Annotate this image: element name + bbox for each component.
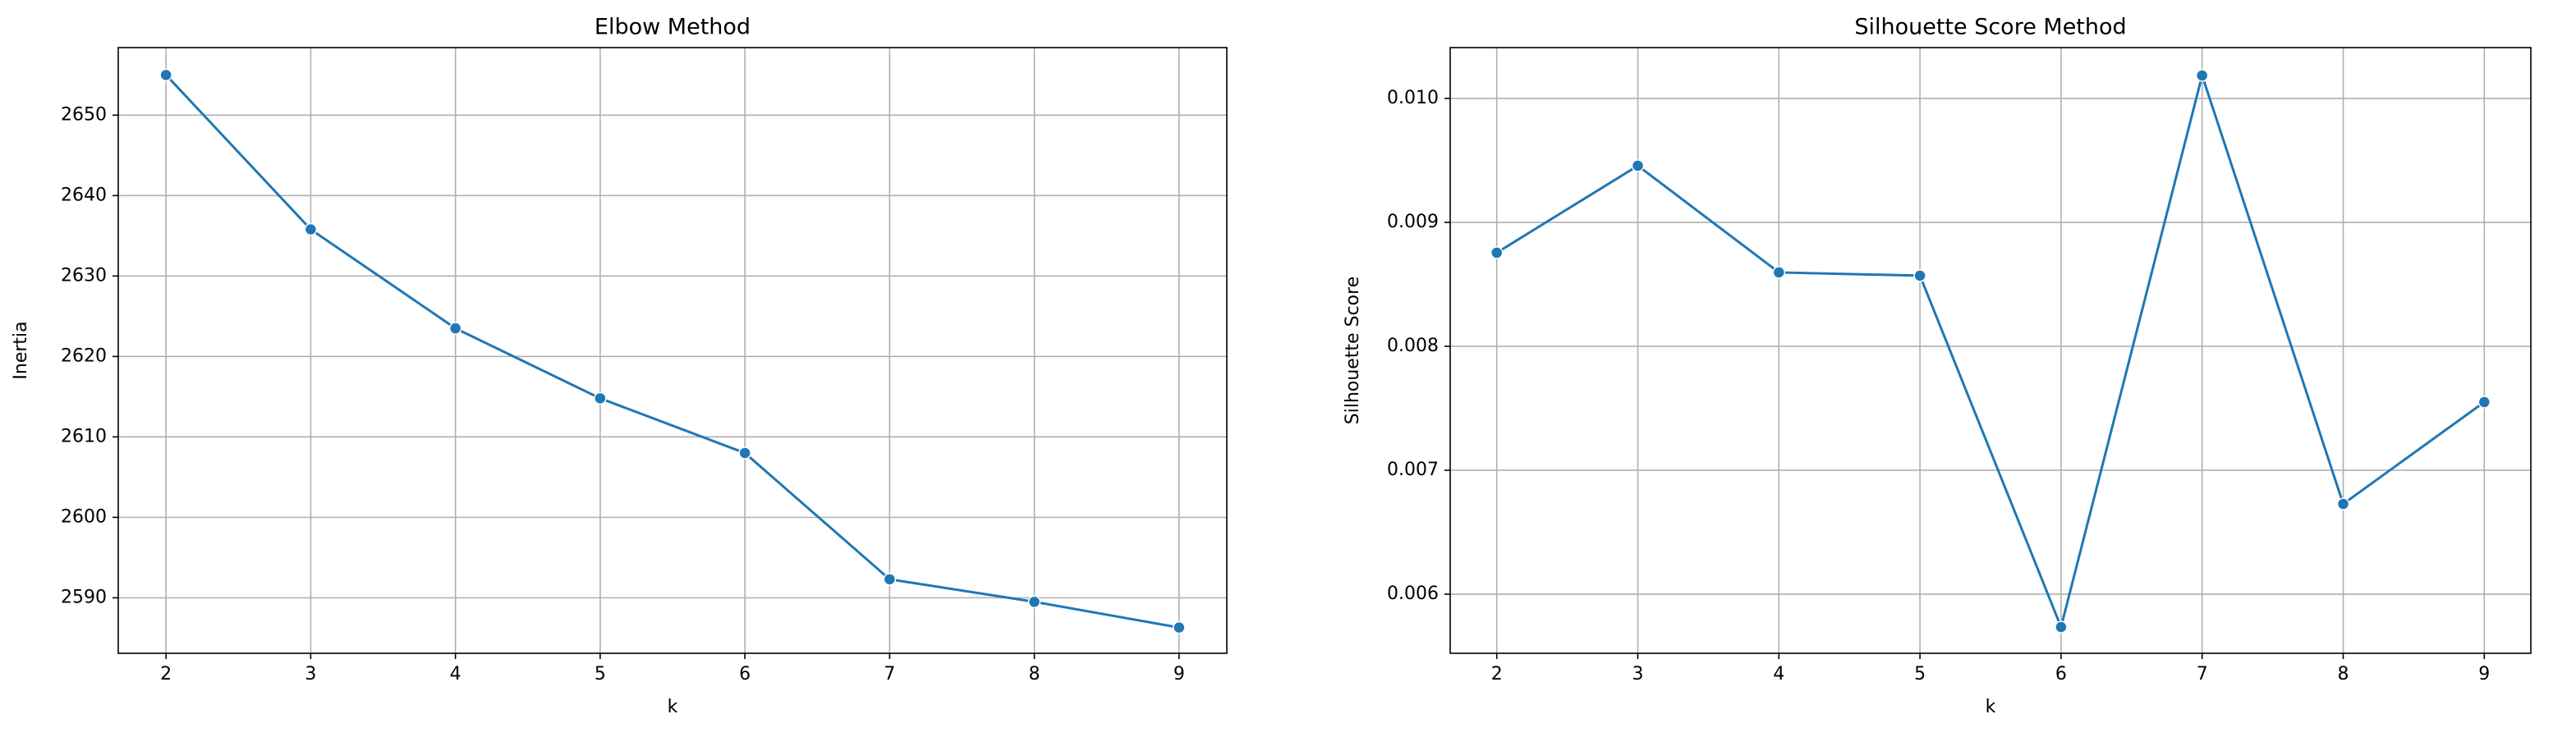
y-tick-label: 2650 [61, 104, 107, 125]
subplot: 0.006 0.007 0.008 0.009 0.010 2 3 4 5 6 7 8 9 Silhoue… [1343, 15, 2532, 717]
x-tick-label: 2 [160, 664, 172, 684]
data-point [2336, 497, 2350, 510]
subplot: 2590 2600 2610 2620 2630 2640 2650 2 3 4 5 6 7 8 9 Elbo… [11, 15, 1228, 717]
data-point [1631, 159, 1645, 172]
data-point [883, 573, 897, 586]
data-point [1173, 620, 1186, 634]
x-tick-label: 9 [2478, 664, 2490, 684]
x-tick-label: 6 [2055, 664, 2067, 684]
data-point [304, 222, 318, 236]
y-tick-label: 2590 [61, 587, 107, 607]
data-line [165, 74, 1180, 629]
chart-title: Elbow Method [595, 15, 751, 40]
data-point [1772, 266, 1786, 279]
y-tick-label: 2600 [61, 506, 107, 527]
x-tick-label: 3 [1632, 664, 1643, 684]
data-point [2055, 620, 2068, 634]
y-axis-label: Inertia [11, 321, 31, 379]
x-tick-label: 8 [1029, 664, 1040, 684]
x-tick-label: 5 [1914, 664, 1926, 684]
data-point [738, 446, 751, 460]
x-axis-label: k [1986, 697, 1996, 717]
x-tick-label: 2 [1491, 664, 1503, 684]
y-tick-label: 2610 [61, 426, 107, 446]
data-line [1495, 71, 2486, 631]
y-tick-label: 0.007 [1387, 460, 1439, 480]
y-tick-label: 2640 [61, 185, 107, 205]
y-tick-label: 2620 [61, 346, 107, 366]
x-tick-label: 7 [2197, 664, 2208, 684]
x-tick-label: 3 [305, 664, 316, 684]
x-axis-label: k [668, 697, 678, 717]
y-axis-label: Silhouette Score [1343, 277, 1363, 424]
chart-title: Silhouette Score Method [1854, 15, 2126, 40]
y-tick-label: 0.009 [1387, 212, 1439, 232]
data-point [594, 391, 607, 405]
x-tick-label: 8 [2338, 664, 2349, 684]
x-tick-label: 5 [595, 664, 606, 684]
data-point [159, 68, 172, 82]
x-tick-label: 4 [450, 664, 461, 684]
y-tick-label: 0.008 [1387, 336, 1439, 356]
y-tick-label: 0.006 [1387, 584, 1439, 604]
data-point [2195, 69, 2209, 82]
axes-frame [1449, 47, 2532, 654]
x-tick-label: 6 [739, 664, 751, 684]
y-tick-label: 0.010 [1387, 88, 1439, 108]
x-tick-label: 9 [1173, 664, 1185, 684]
data-point [448, 322, 462, 335]
data-point [1490, 246, 1504, 259]
data-point [2477, 396, 2491, 409]
data-point [1027, 595, 1041, 609]
x-tick-label: 4 [1773, 664, 1784, 684]
x-tick-label: 7 [884, 664, 895, 684]
axes-frame [117, 47, 1228, 654]
data-point [1913, 269, 1926, 282]
y-tick-label: 2630 [61, 265, 107, 286]
